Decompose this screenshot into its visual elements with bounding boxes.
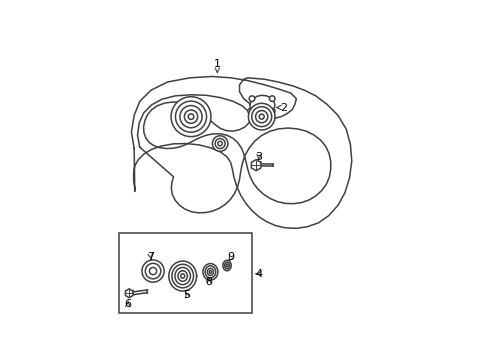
Ellipse shape	[223, 260, 231, 271]
Circle shape	[145, 263, 161, 279]
Circle shape	[251, 107, 271, 127]
Ellipse shape	[203, 264, 218, 280]
Ellipse shape	[168, 261, 196, 291]
Circle shape	[142, 260, 164, 282]
Ellipse shape	[181, 274, 184, 278]
Circle shape	[180, 105, 202, 128]
Circle shape	[247, 108, 253, 114]
Ellipse shape	[225, 264, 227, 267]
Circle shape	[188, 114, 193, 120]
Text: 4: 4	[255, 269, 262, 279]
Text: 7: 7	[147, 252, 154, 262]
Polygon shape	[249, 95, 274, 114]
Circle shape	[255, 111, 267, 123]
Circle shape	[248, 103, 274, 130]
Circle shape	[171, 97, 210, 136]
Ellipse shape	[172, 264, 193, 288]
Text: 1: 1	[213, 59, 221, 72]
Polygon shape	[125, 289, 133, 298]
Circle shape	[215, 139, 224, 149]
Text: 2: 2	[276, 103, 287, 113]
Text: 3: 3	[255, 152, 262, 162]
Bar	[119, 233, 251, 314]
Circle shape	[259, 114, 264, 119]
Circle shape	[175, 101, 206, 132]
Circle shape	[269, 108, 274, 114]
Text: 9: 9	[227, 252, 234, 262]
Ellipse shape	[209, 270, 211, 273]
Circle shape	[149, 267, 156, 275]
Circle shape	[212, 136, 227, 151]
Ellipse shape	[205, 266, 215, 278]
Text: 6: 6	[124, 299, 131, 309]
Ellipse shape	[178, 271, 187, 281]
Text: 5: 5	[183, 290, 190, 300]
Text: 8: 8	[204, 276, 212, 287]
Circle shape	[249, 96, 254, 102]
Ellipse shape	[175, 267, 190, 285]
Circle shape	[269, 96, 274, 102]
Polygon shape	[251, 159, 261, 171]
Circle shape	[184, 110, 197, 123]
Ellipse shape	[224, 262, 229, 269]
Ellipse shape	[207, 268, 213, 275]
Circle shape	[218, 141, 222, 146]
